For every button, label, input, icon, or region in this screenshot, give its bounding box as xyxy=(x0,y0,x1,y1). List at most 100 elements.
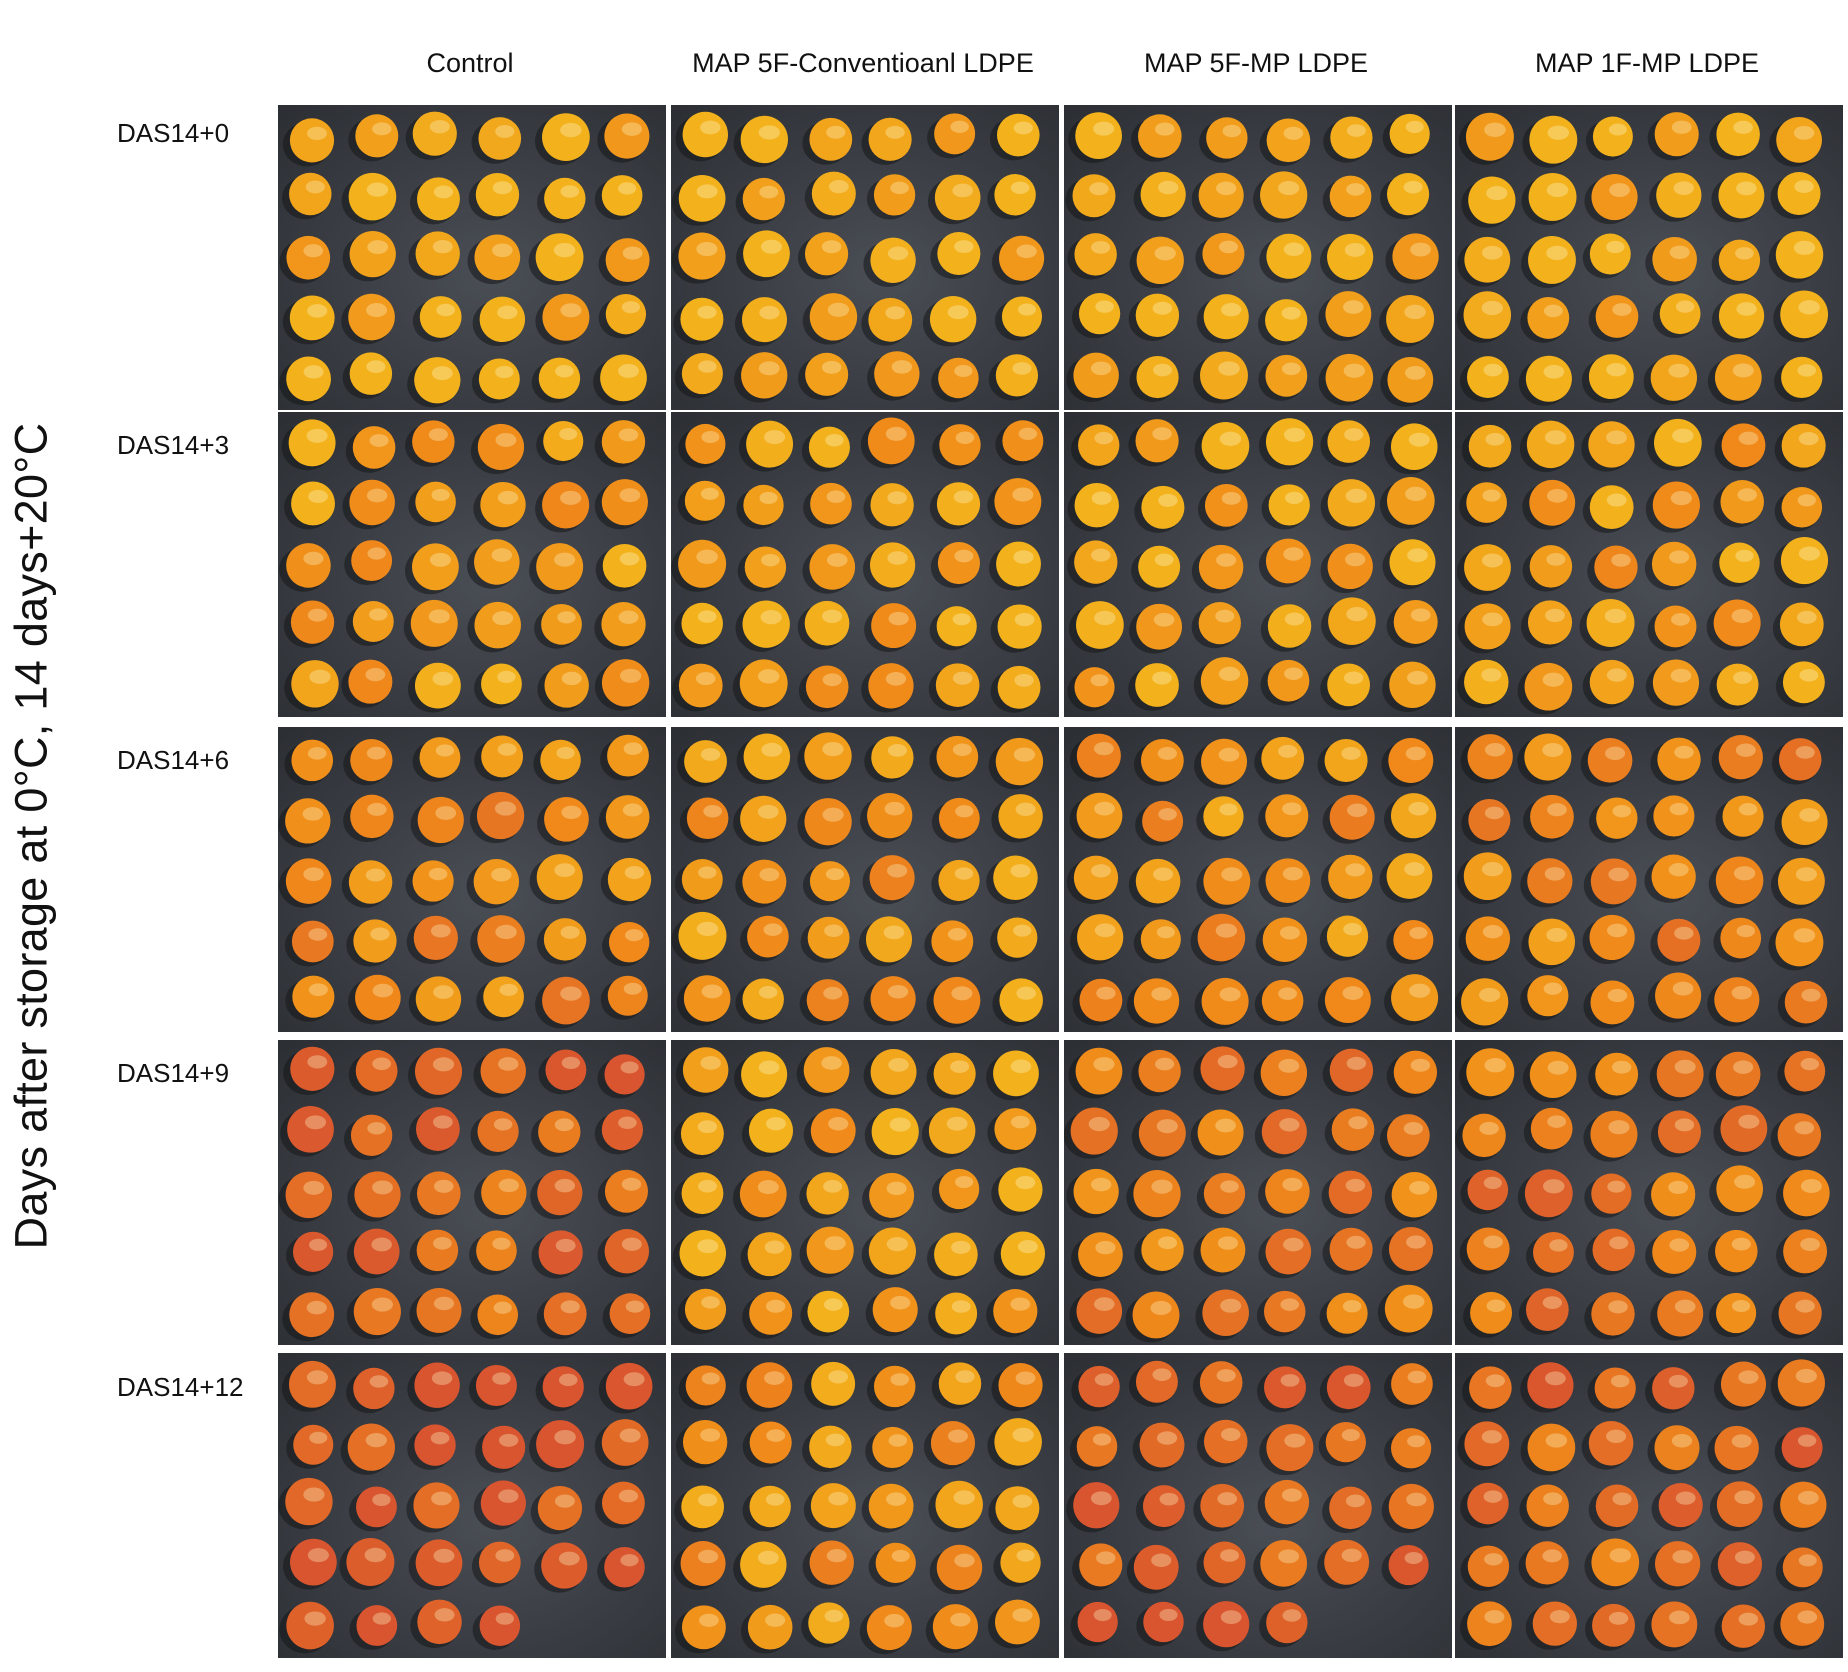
fruit-highlight xyxy=(366,746,386,760)
fruit-highlight xyxy=(696,242,718,257)
fruit-highlight xyxy=(497,743,517,756)
persimmon-fruit xyxy=(939,424,981,466)
persimmon-fruit xyxy=(1138,1109,1186,1157)
persimmon-fruit xyxy=(353,1367,395,1410)
photo-panel xyxy=(1064,105,1452,410)
fruit-highlight xyxy=(1344,428,1364,441)
fruit-highlight xyxy=(367,240,389,255)
row-header-das14-3: DAS14+3 xyxy=(117,430,230,460)
row-header-das14-12: DAS14+12 xyxy=(117,1372,244,1402)
fruit-highlight xyxy=(433,985,454,999)
fruit-highlight xyxy=(1278,180,1300,196)
persimmon-fruit xyxy=(537,1485,583,1531)
persimmon-fruit xyxy=(1464,1421,1510,1467)
fruit-highlight xyxy=(1015,1371,1036,1385)
fruit-highlight xyxy=(1282,1609,1302,1622)
persimmon-fruit xyxy=(290,600,335,644)
persimmon-fruit xyxy=(809,861,851,902)
persimmon-fruit xyxy=(1393,1050,1438,1094)
fruit-highlight xyxy=(766,1299,786,1313)
persimmon-fruit xyxy=(473,858,520,905)
fruit-highlight xyxy=(1278,744,1298,758)
fruit-highlight xyxy=(1217,1492,1238,1506)
fruit-highlight xyxy=(1013,747,1036,762)
tray-photo xyxy=(1064,1040,1452,1345)
persimmon-fruit xyxy=(1718,239,1761,281)
persimmon-fruit xyxy=(1203,1419,1248,1464)
fruit-highlight xyxy=(367,1122,386,1135)
persimmon-fruit xyxy=(807,1290,850,1333)
persimmon-fruit xyxy=(1266,1601,1308,1644)
fruit-highlight xyxy=(364,1547,387,1563)
persimmon-fruit xyxy=(870,1048,917,1095)
persimmon-fruit xyxy=(542,293,590,341)
fruit-highlight xyxy=(1483,1490,1503,1503)
fruit-highlight xyxy=(365,1433,387,1448)
persimmon-fruit xyxy=(809,117,853,161)
persimmon-fruit xyxy=(289,118,335,163)
persimmon-fruit xyxy=(871,1107,919,1156)
persimmon-fruit xyxy=(1266,233,1312,279)
persimmon-fruit xyxy=(1654,1541,1701,1587)
persimmon-fruit xyxy=(1525,1541,1569,1585)
fruit-highlight xyxy=(1409,983,1431,998)
fruit-highlight xyxy=(1094,1373,1114,1386)
persimmon-fruit xyxy=(1589,233,1631,275)
fruit-highlight xyxy=(757,804,779,819)
persimmon-fruit xyxy=(935,663,980,707)
persimmon-fruit xyxy=(1200,1483,1245,1528)
fruit-highlight xyxy=(372,983,394,998)
persimmon-fruit xyxy=(1777,1359,1825,1407)
persimmon-fruit xyxy=(1136,603,1182,650)
persimmon-fruit xyxy=(868,1227,916,1275)
column-header-map-5f-conventional-ldpe: MAP 5F-Conventioanl LDPE xyxy=(692,48,1034,78)
persimmon-fruit xyxy=(870,237,916,283)
persimmon-fruit xyxy=(1265,1228,1312,1275)
fruit-highlight xyxy=(554,552,576,567)
persimmon-fruit xyxy=(995,354,1039,397)
fruit-highlight xyxy=(1484,742,1506,757)
fruit-highlight xyxy=(1345,552,1366,567)
fruit-highlight xyxy=(887,744,907,757)
persimmon-fruit xyxy=(1467,1482,1509,1525)
persimmon-fruit xyxy=(348,860,393,904)
fruit-highlight xyxy=(760,610,782,625)
persimmon-fruit xyxy=(807,916,850,959)
persimmon-fruit xyxy=(1722,795,1764,837)
persimmon-fruit xyxy=(1386,1114,1430,1157)
fruit-highlight xyxy=(1219,431,1242,446)
fruit-highlight xyxy=(1670,491,1692,506)
persimmon-fruit xyxy=(1203,796,1244,837)
fruit-highlight xyxy=(1280,1374,1300,1387)
persimmon-fruit xyxy=(541,603,582,645)
fruit-highlight xyxy=(1410,242,1431,257)
persimmon-fruit xyxy=(1262,917,1308,963)
fruit-highlight xyxy=(623,1372,645,1387)
fruit-highlight xyxy=(1156,1431,1178,1445)
persimmon-fruit xyxy=(937,232,981,276)
fruit-highlight xyxy=(621,1177,642,1191)
persimmon-fruit xyxy=(744,546,787,588)
fruit-highlight xyxy=(1542,742,1564,758)
persimmon-fruit xyxy=(477,1294,519,1336)
fruit-highlight xyxy=(828,1370,849,1384)
persimmon-fruit xyxy=(1263,1290,1306,1333)
fruit-highlight xyxy=(1344,242,1366,257)
persimmon-fruit xyxy=(1525,1288,1569,1332)
fruit-highlight xyxy=(370,927,390,941)
fruit-highlight xyxy=(1734,1174,1756,1189)
persimmon-fruit xyxy=(1133,1544,1179,1590)
fruit-highlight xyxy=(366,303,388,318)
fruit-highlight xyxy=(621,301,640,314)
fruit-highlight xyxy=(823,1298,843,1311)
fruit-highlight xyxy=(495,125,515,138)
persimmon-fruit xyxy=(415,1107,460,1151)
persimmon-fruit xyxy=(605,1362,653,1410)
persimmon-fruit xyxy=(478,1541,521,1584)
persimmon-fruit xyxy=(740,1541,787,1588)
fruit-highlight xyxy=(1218,747,1240,762)
persimmon-fruit xyxy=(1264,1366,1307,1409)
persimmon-fruit xyxy=(810,482,852,525)
persimmon-fruit xyxy=(681,1485,725,1529)
fruit-highlight xyxy=(1010,1115,1030,1129)
